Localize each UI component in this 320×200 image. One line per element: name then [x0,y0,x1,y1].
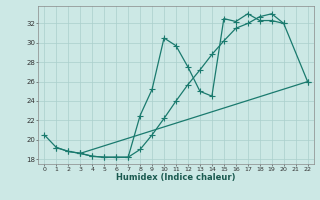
X-axis label: Humidex (Indice chaleur): Humidex (Indice chaleur) [116,173,236,182]
